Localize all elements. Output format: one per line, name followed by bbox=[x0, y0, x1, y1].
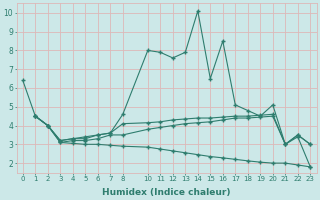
X-axis label: Humidex (Indice chaleur): Humidex (Indice chaleur) bbox=[102, 188, 231, 197]
